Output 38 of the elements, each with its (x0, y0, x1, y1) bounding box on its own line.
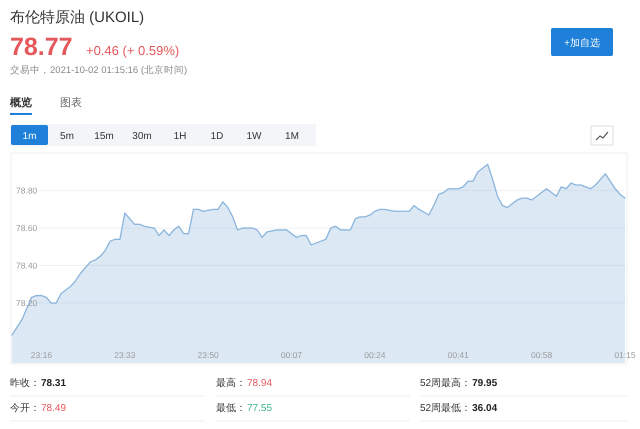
period-label: 1D (210, 131, 224, 142)
stat-label: 52周最高： (420, 378, 472, 389)
y-tick-label: 78.40 (16, 260, 38, 271)
stat-value: 78.31 (41, 378, 66, 389)
y-tick-label: 78.80 (16, 186, 38, 196)
x-tick-label: 23:33 (114, 350, 136, 360)
stat-value: 77.55 (247, 403, 272, 414)
button-add-label: +加自选 (564, 38, 600, 49)
x-tick-label: 00:58 (531, 350, 552, 360)
period-label: 30m (132, 131, 152, 142)
stat-value: 36.04 (472, 403, 498, 414)
period-label: 1M (285, 131, 299, 142)
period-label: 1m (22, 131, 36, 142)
price: 78.77 (10, 33, 73, 61)
period-label: 1H (174, 131, 186, 142)
x-tick-label: 00:41 (448, 350, 469, 360)
subtitle: 交易中，2021-10-02 01:15:16 (北京时间) (10, 65, 188, 76)
stat-label: 最高： (216, 378, 246, 389)
tab-label: 概览 (10, 97, 32, 109)
x-tick-label: 23:16 (30, 350, 52, 360)
period-label: 15m (94, 131, 114, 142)
stat-value: 78.94 (247, 378, 272, 389)
x-tick-label: 01:15 (614, 350, 636, 360)
price-change: +0.46 (+ 0.59%) (86, 43, 180, 58)
x-tick-label: 00:24 (364, 350, 386, 360)
stat-label: 昨收： (10, 378, 40, 389)
period-label: 1W (246, 131, 262, 142)
y-tick-label: 78.60 (16, 223, 38, 234)
stat-label: 52周最低： (420, 403, 472, 414)
stat-value: 79.95 (472, 378, 498, 389)
stat-label: 最低： (216, 403, 246, 414)
stat-label: 今开： (10, 403, 40, 414)
x-tick-label: 00:07 (280, 350, 302, 360)
x-tick-label: 23:50 (198, 350, 219, 360)
period-label: 5m (60, 131, 74, 142)
stat-value: 78.49 (41, 403, 66, 414)
tab-label: 图表 (60, 97, 82, 109)
title: 布伦特原油 (UKOIL) (10, 9, 144, 26)
